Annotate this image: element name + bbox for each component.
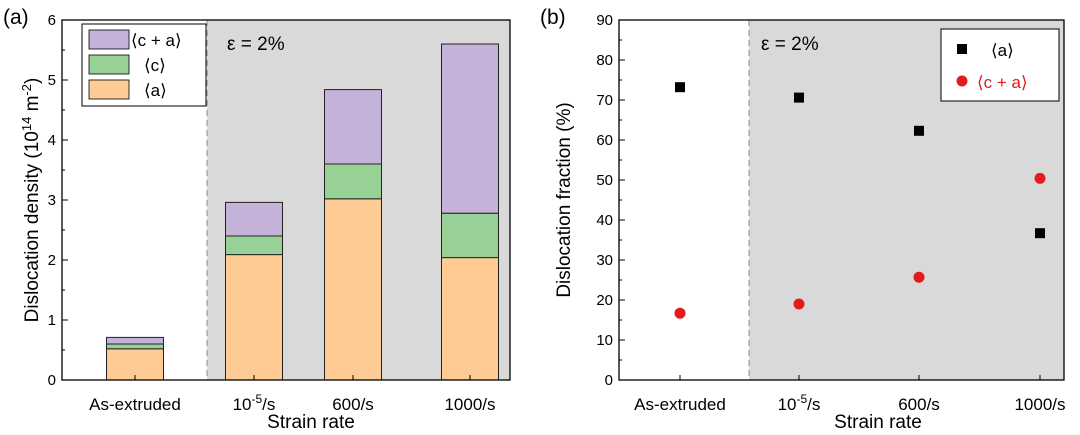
legend-b-label-a: ⟨a⟩ xyxy=(991,41,1014,60)
legend-b-label-ca: ⟨c + a⟩ xyxy=(977,73,1028,92)
scatter-point-ca xyxy=(674,307,686,319)
scatter-point-a xyxy=(794,92,804,103)
y-tick-label: 40 xyxy=(596,212,613,229)
legend-label-a: ⟨a⟩ xyxy=(144,81,167,100)
y-tick-label: 5 xyxy=(48,72,56,89)
y-tick-label: 80 xyxy=(596,52,613,69)
x-tick-label: As-extruded xyxy=(634,395,726,414)
y-title-part-a: Dislocation density (10 xyxy=(22,131,43,322)
legend-b: ⟨a⟩ ⟨c + a⟩ xyxy=(940,28,1060,102)
y-tick-label: 90 xyxy=(596,12,613,29)
bar-segment xyxy=(225,254,283,381)
x-tick-label: 10-5/s xyxy=(778,392,821,414)
panel-b: (b) ε = 2% 0 10 20 30 40 50 60 70 80 90 As-extrud… xyxy=(540,6,1066,433)
bar-segment xyxy=(441,257,499,381)
bar-segment xyxy=(441,43,499,214)
scatter-point-a xyxy=(914,125,924,136)
y-tick-label: 2 xyxy=(48,252,56,269)
scatter-point-a xyxy=(675,82,685,93)
x-axis-ticks-a: As-extruded 10-5/s 600/s 1000/s xyxy=(89,375,496,414)
bar-segment xyxy=(106,343,164,350)
bar-segment xyxy=(324,163,382,200)
y-title-part-c: ) xyxy=(22,78,43,84)
legend-a: ⟨c + a⟩ ⟨c⟩ ⟨a⟩ xyxy=(81,23,207,107)
x-tick-label: 10-5/s xyxy=(233,392,276,414)
panel-label-b: (b) xyxy=(540,6,566,29)
y-tick-label: 6 xyxy=(48,12,56,29)
y-tick-label: 0 xyxy=(48,372,56,389)
legend-label-c: ⟨c⟩ xyxy=(144,56,166,75)
y-tick-label: 3 xyxy=(48,192,56,209)
y-tick-label: 10 xyxy=(596,332,613,349)
legend-box-b xyxy=(940,28,1060,102)
x-tick-label: 600/s xyxy=(898,395,940,414)
point-group xyxy=(674,82,1046,319)
x-axis-title-a: Strain rate xyxy=(267,412,355,433)
x-tick-label: 600/s xyxy=(332,395,374,414)
scatter-point-ca xyxy=(1034,172,1046,184)
scatter-point-a xyxy=(1035,228,1045,239)
y-tick-label: 70 xyxy=(596,92,613,109)
panel-label-a: (a) xyxy=(3,6,29,29)
bar-segment xyxy=(225,201,283,237)
bar-segment xyxy=(324,198,382,381)
strain-annotation-b: ε = 2% xyxy=(761,34,819,55)
x-tick-label: 1000/s xyxy=(444,395,495,414)
x-axis-title-b: Strain rate xyxy=(834,412,922,433)
bar-segment xyxy=(225,235,283,256)
y-axis-title-b: Dislocation fraction (%) xyxy=(554,102,575,297)
bar-segment xyxy=(324,89,382,165)
legend-swatch-a xyxy=(88,79,130,100)
plot-frame-a xyxy=(61,19,511,381)
legend-label-ca: ⟨c + a⟩ xyxy=(131,31,182,50)
legend-marker-a xyxy=(957,44,967,54)
y-tick-label: 1 xyxy=(48,312,56,329)
y-tick-label: 4 xyxy=(48,132,56,149)
legend-marker-ca xyxy=(956,75,968,87)
plot-frame-b xyxy=(618,19,1065,381)
scatter-point-ca xyxy=(913,271,925,283)
y-axis-title-a: Dislocation density (1014 m-2) xyxy=(19,78,43,323)
scatter-point-ca xyxy=(793,298,805,310)
legend-swatch-ca xyxy=(88,29,130,50)
y-title-part-b: m xyxy=(22,96,43,117)
bar-group xyxy=(106,43,499,381)
y-tick-label: 30 xyxy=(596,252,613,269)
y-title-exp-2: -2 xyxy=(19,84,34,96)
y-tick-label: 20 xyxy=(596,292,613,309)
bar-segment xyxy=(441,212,499,259)
legend-swatch-c xyxy=(88,54,130,75)
bar-segment xyxy=(106,336,164,345)
y-tick-label: 60 xyxy=(596,132,613,149)
y-axis-ticks-a: 0 1 2 3 4 5 6 xyxy=(48,12,68,389)
x-axis-ticks-b: As-extruded 10-5/s 600/s 1000/s xyxy=(634,375,1066,414)
strain-annotation-a: ε = 2% xyxy=(227,34,285,55)
bar-segment xyxy=(106,348,164,381)
x-tick-label: As-extruded xyxy=(89,395,181,414)
y-title-exp-1: 14 xyxy=(19,117,34,131)
y-axis-ticks-b: 0 10 20 30 40 50 60 70 80 90 xyxy=(596,12,625,389)
y-tick-label: 0 xyxy=(605,372,613,389)
y-tick-label: 50 xyxy=(596,172,613,189)
panel-a: (a) ε = 2% 0 1 2 3 4 5 6 As-extruded 10-5/s 600/… xyxy=(3,6,511,433)
x-tick-label: 1000/s xyxy=(1014,395,1065,414)
